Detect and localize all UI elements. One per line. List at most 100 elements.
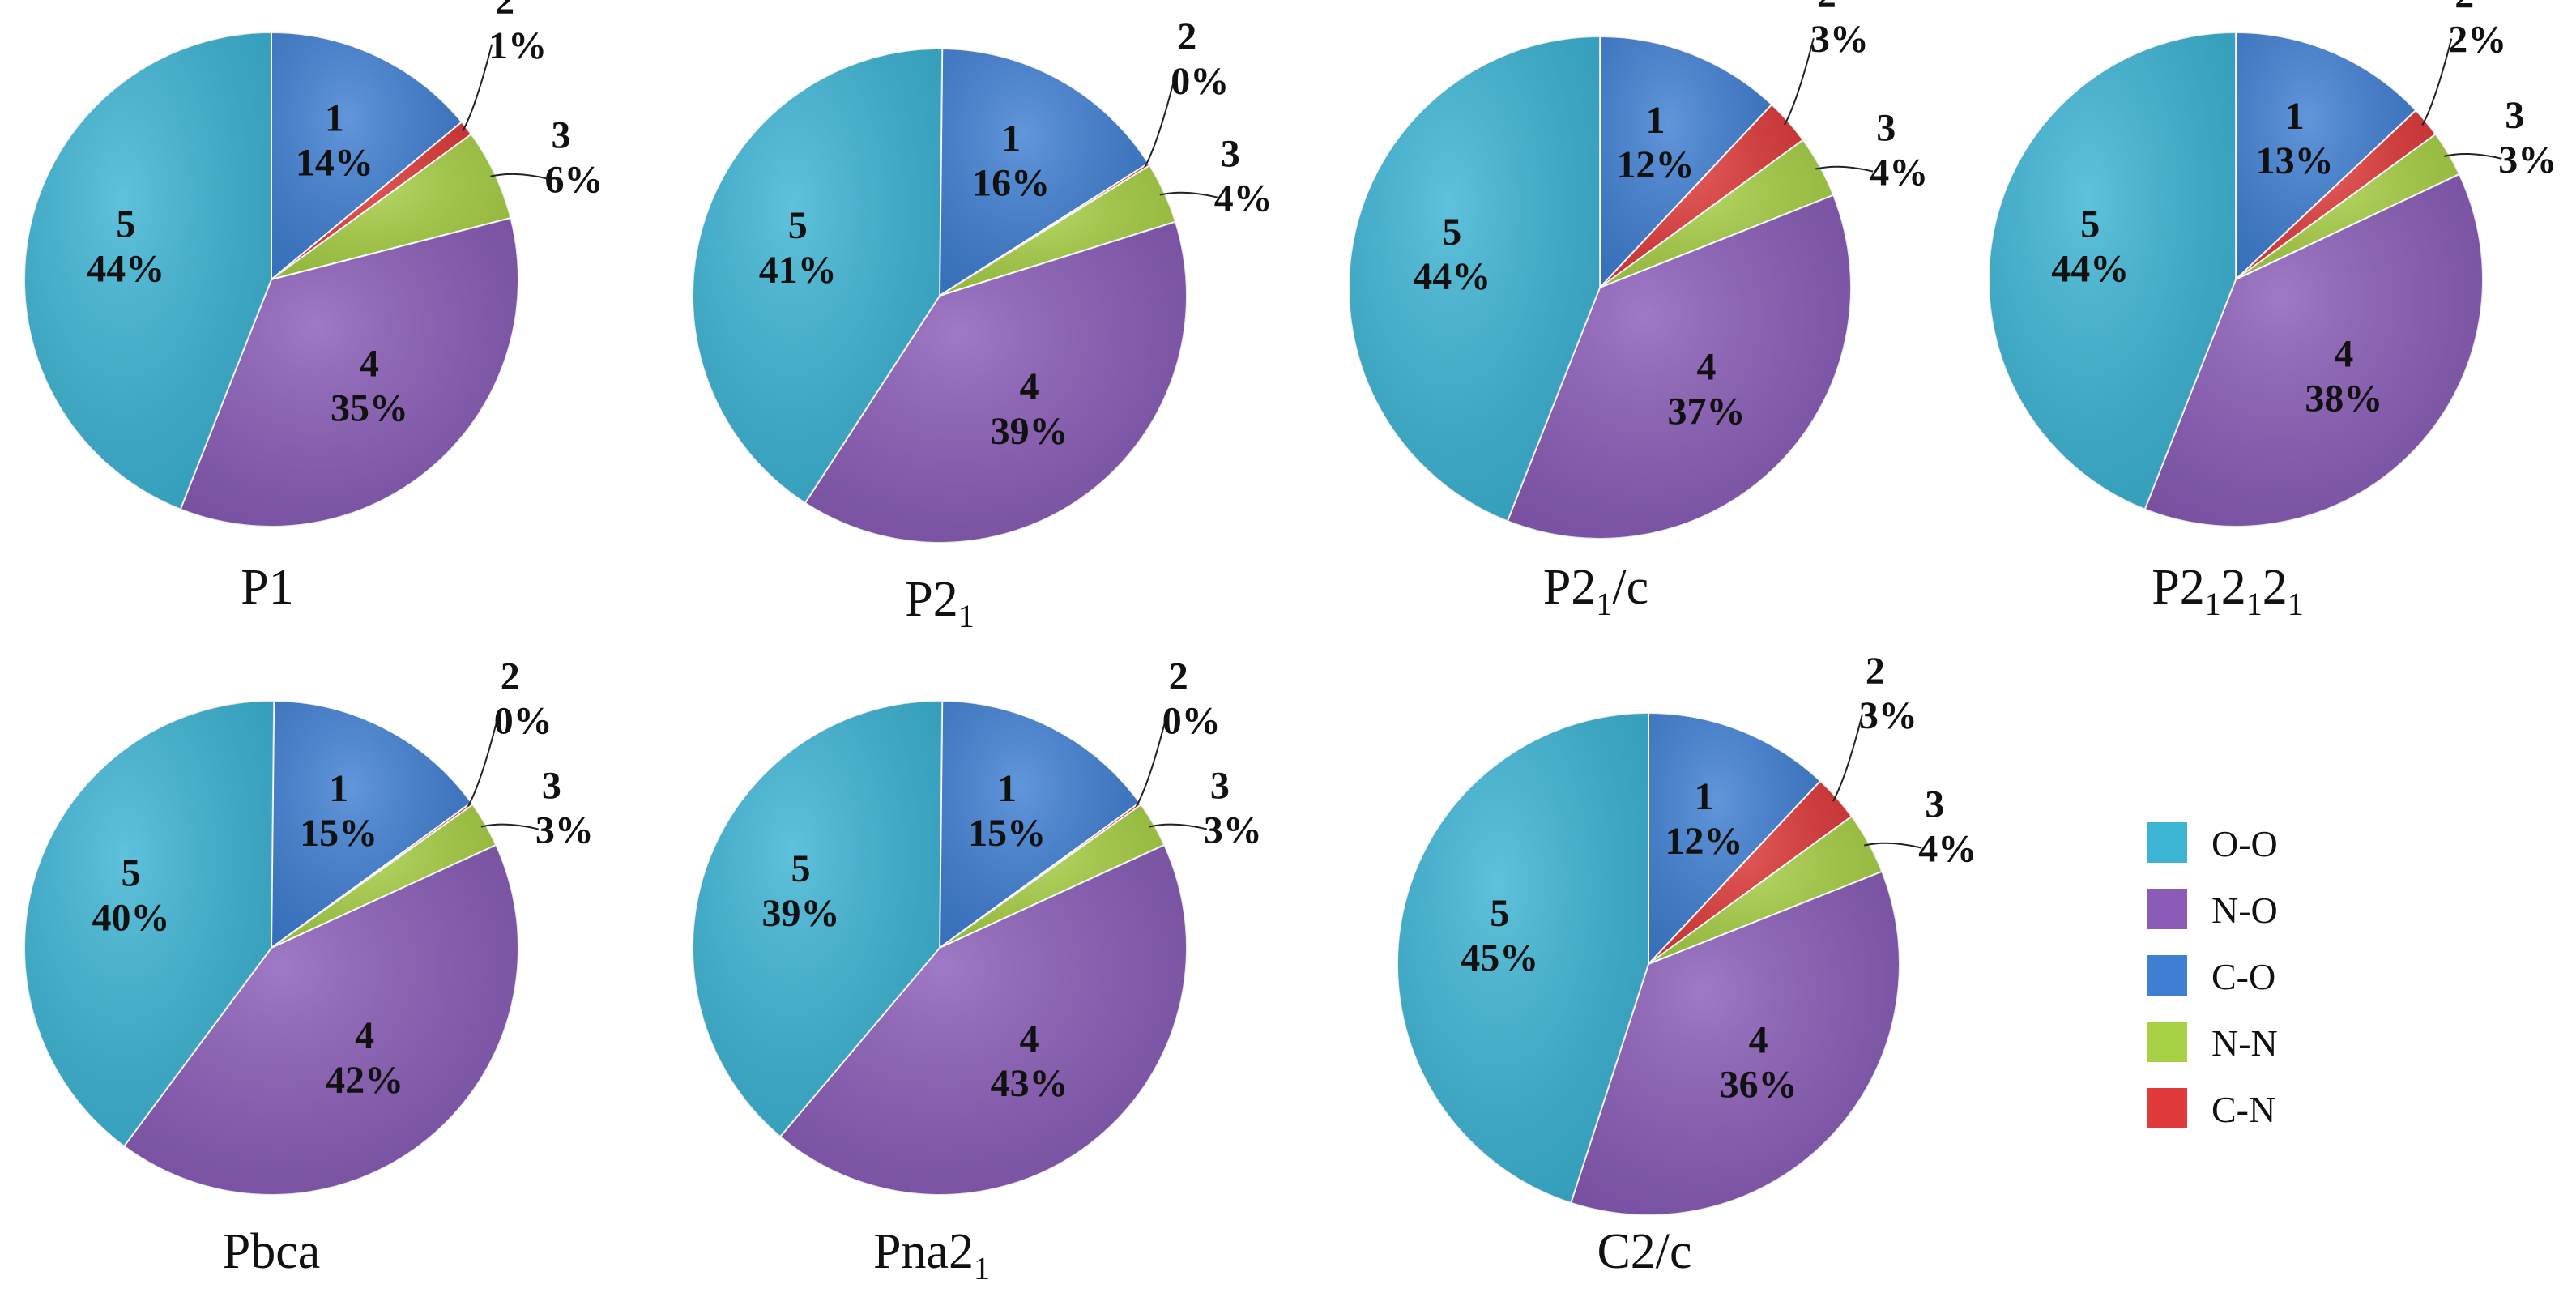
slice-value-label-5: 44% (2051, 248, 2129, 291)
slice-value-label-3: 6% (544, 159, 603, 202)
slice-id-label-1: 1 (2285, 95, 2305, 138)
leader-line-2 (1784, 37, 1815, 126)
slice-value-label-2: 0% (1171, 60, 1229, 103)
slice-id-label-2: 2 (1169, 655, 1188, 698)
slice-value-label-4: 42% (326, 1059, 403, 1102)
slice-id-label-1: 1 (329, 767, 348, 810)
chart-title: P212121 (2152, 560, 2303, 622)
slice-value-label-4: 36% (1720, 1063, 1798, 1106)
slice-value-label-3: 4% (1214, 177, 1273, 220)
legend-swatch-o-o (2147, 822, 2187, 863)
slice-id-label-3: 3 (1876, 107, 1896, 150)
leader-line-3 (1863, 842, 1922, 849)
leader-line-2 (2421, 38, 2453, 126)
leader-line-2 (462, 44, 493, 132)
leader-line-3 (1149, 823, 1208, 830)
slice-id-label-5: 5 (2080, 203, 2100, 246)
legend-label-c-o: C-O (2211, 956, 2275, 997)
pie-chart-4: 113% 2 2% 33% 438% 544% P212121 (1987, 0, 2557, 622)
slice-id-label-1: 1 (1001, 117, 1021, 160)
legend-label-c-n: C-N (2211, 1089, 2275, 1130)
slice-value-label-3: 3% (535, 809, 594, 852)
slice-value-label-1: 14% (296, 141, 373, 184)
slice-id-label-5: 5 (116, 203, 135, 246)
pie-chart-5: 115% 20% 33% 442% 540% Pbca (23, 655, 594, 1279)
leader-line-3 (490, 173, 548, 180)
slice-id-label-2: 2 (1866, 650, 1885, 693)
slice-id-label-4: 4 (355, 1014, 374, 1057)
leader-line-3 (2444, 152, 2502, 160)
slice-value-label-4: 39% (991, 410, 1068, 453)
slice-value-label-5: 44% (87, 248, 164, 291)
slice-value-label-4: 37% (1668, 390, 1746, 433)
chart-title: P1 (241, 560, 293, 615)
slice-value-label-5: 39% (761, 892, 839, 935)
chart-title: P21 (905, 572, 974, 634)
slice-id-label-4: 4 (1020, 365, 1039, 408)
slice-id-label-3: 3 (542, 765, 561, 808)
legend-swatch-c-n (2147, 1088, 2187, 1128)
legend-swatch-n-n (2147, 1022, 2187, 1062)
slice-id-label-2: 2 (495, 0, 514, 23)
slice-value-label-2: 3% (1859, 694, 1917, 737)
slice-value-label-2: 3% (1810, 18, 1869, 61)
slice-id-label-5: 5 (1442, 211, 1461, 254)
slice-value-label-4: 38% (2305, 377, 2382, 420)
legend: O-O N-O C-O N-N C-N (2147, 822, 2278, 1130)
slice-id-label-4: 4 (1697, 346, 1717, 389)
slice-value-label-1: 15% (968, 812, 1046, 855)
slice-value-label-4: 35% (331, 386, 408, 429)
leader-line-2 (1135, 719, 1166, 808)
legend-label-o-o: O-O (2211, 823, 2278, 864)
leader-line-3 (1159, 191, 1218, 198)
slice-id-label-1: 1 (1694, 775, 1713, 818)
slice-value-label-4: 43% (991, 1062, 1068, 1105)
slice-value-label-5: 40% (92, 897, 170, 940)
slice-value-label-5: 45% (1461, 936, 1538, 979)
legend-swatch-c-o (2147, 955, 2187, 996)
chart-title: Pna21 (873, 1224, 990, 1286)
pie-chart-7: 112% 23% 34% 436% 545% C2/c (1397, 650, 1977, 1279)
slice-value-label-2: 0% (494, 700, 552, 743)
slice-value-label-3: 3% (2498, 139, 2557, 181)
slice-id-label-3: 3 (1221, 133, 1240, 176)
pie-chart-3: 112% 2 3% 34% 437% 544% P21/c (1348, 0, 1928, 622)
slice-value-label-1: 12% (1616, 143, 1694, 186)
legend-label-n-o: N-O (2211, 890, 2278, 931)
slice-value-label-3: 3% (1204, 809, 1262, 852)
slice-id-label-1: 1 (997, 767, 1017, 810)
slice-id-label-5: 5 (122, 852, 141, 895)
slice-value-label-1: 16% (972, 162, 1050, 205)
leader-line-2 (1144, 79, 1175, 168)
slice-value-label-3: 4% (1918, 828, 1977, 871)
slice-id-label-1: 1 (325, 96, 344, 139)
slice-id-label-5: 5 (788, 204, 808, 247)
slice-id-label-2: 2 (501, 655, 520, 698)
slice-id-label-4: 4 (1020, 1018, 1039, 1060)
leader-line-2 (1832, 714, 1863, 802)
slice-value-label-5: 41% (759, 249, 837, 292)
slice-value-label-2: 2% (2448, 18, 2506, 61)
slice-id-label-1: 1 (1645, 99, 1665, 142)
slice-id-label-4: 4 (2334, 332, 2353, 375)
slice-id-label-2: 2 (1177, 15, 1196, 58)
slice-value-label-5: 44% (1413, 255, 1491, 298)
slice-id-label-3: 3 (1925, 783, 1944, 826)
slice-value-label-1: 13% (2256, 139, 2334, 182)
leader-line-2 (467, 719, 498, 808)
pie-chart-6: 115% 20% 33% 443% 539% Pna21 (692, 655, 1262, 1286)
chart-title: C2/c (1597, 1224, 1691, 1279)
chart-title: P21/c (1543, 560, 1648, 622)
slice-id-label-3: 3 (1210, 765, 1230, 808)
pie-chart-2: 116% 20% 34% 439% 541% P21 (692, 15, 1273, 634)
pie-chart-1: 114% 21% 36% 435% 544% P1 (23, 0, 603, 615)
slice-value-label-2: 1% (488, 24, 547, 67)
slice-value-label-1: 15% (300, 812, 377, 855)
legend-swatch-n-o (2147, 889, 2187, 929)
slice-id-label-5: 5 (791, 847, 810, 890)
slice-value-label-3: 4% (1870, 151, 1928, 194)
chart-title: Pbca (223, 1224, 321, 1279)
slice-id-label-4: 4 (360, 342, 379, 385)
slice-id-label-4: 4 (1749, 1018, 1768, 1061)
leader-line-3 (1815, 165, 1874, 173)
